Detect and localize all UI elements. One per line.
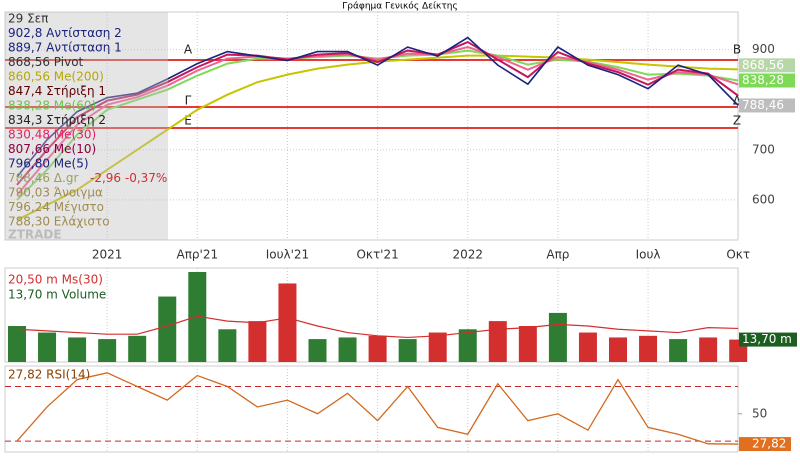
volume-bar (669, 339, 688, 362)
legend-entry: -2,96 -0,37% (90, 171, 167, 185)
legend-entry: 796,24 Μέγιστο (8, 200, 104, 214)
volume-bar (308, 339, 327, 362)
legend-entry: 847,4 Στήριξη 1 (8, 84, 106, 98)
volume-bar (38, 332, 57, 362)
legend-entry: 889,7 Αντίσταση 1 (8, 41, 122, 55)
price-box (739, 98, 795, 113)
price-box-label: 838,28 (742, 73, 784, 87)
volume-bar (639, 335, 658, 362)
volume-bar (8, 326, 26, 362)
y-tick-label: 600 (752, 192, 775, 206)
x-tick-label: Ιουλ'21 (266, 248, 310, 262)
legend-entry: 788,30 Ελάχιστο (8, 215, 110, 229)
legend-entry: 29 Σεπ (8, 12, 48, 26)
legend-entry: 27,82 RSI(14) (8, 368, 90, 382)
volume-bar (699, 337, 718, 362)
series-line (16, 315, 739, 339)
x-tick-label: Οκτ (726, 248, 750, 262)
value-box-label: 13,70 m (742, 332, 792, 346)
series-line (16, 372, 739, 445)
y-tick-label: 700 (752, 142, 775, 156)
value-box (739, 332, 797, 347)
price-box (739, 58, 795, 73)
legend-entry: 807,66 Me(10) (8, 142, 96, 156)
x-tick-label: Οκτ'21 (356, 248, 398, 262)
volume-bar (158, 296, 177, 362)
series-line (16, 36, 739, 178)
volume-bar (188, 272, 207, 362)
x-tick-label: 2021 (92, 248, 123, 262)
legend-entry: 834,3 Στήριξη 2 (8, 113, 106, 127)
annotation: B (733, 43, 741, 57)
series-line (16, 40, 739, 186)
x-tick-label: Απρ'21 (176, 248, 218, 262)
chart-title: Γράφημα Γενικός Δείκτης (342, 1, 458, 12)
legend-entry: 830,48 Me(30) (8, 128, 96, 142)
volume-bar (518, 326, 537, 362)
legend-entry: 902,8 Αντίσταση 2 (8, 26, 122, 40)
watermark: ZTRADE (8, 228, 62, 242)
value-box (739, 437, 791, 452)
legend-entry: 796,80 Me(5) (8, 157, 89, 171)
series-line (16, 46, 739, 196)
volume-bar (248, 321, 267, 362)
legend-box (5, 12, 168, 240)
x-tick-label: Απρ (546, 248, 569, 262)
volume-bar (368, 335, 387, 362)
volume-bar (488, 321, 507, 362)
volume-bar (428, 332, 447, 362)
volume-bar (548, 312, 567, 362)
volume-bar (278, 283, 297, 362)
x-tick-label: 2022 (452, 248, 483, 262)
y-tick-label: 900 (752, 42, 775, 56)
legend-entry: 13,70 m Volume (8, 288, 106, 302)
legend-entry: 20,50 m Ms(30) (8, 273, 103, 287)
volume-bar (98, 339, 117, 362)
volume-bar (398, 339, 417, 362)
volume-bar (338, 337, 357, 362)
volume-bar (458, 329, 477, 362)
price-box-label: 868,56 (742, 58, 784, 72)
x-tick-label: Ιουλ (636, 248, 661, 262)
legend-entry: 860,56 Me(200) (8, 70, 104, 84)
volume-bar (609, 337, 627, 362)
annotation: E (184, 114, 192, 128)
annotation: Δ (733, 94, 742, 108)
volume-bar (218, 329, 237, 362)
legend-entry: 788,46 Δ.gr (8, 171, 78, 185)
legend-entry: 868,56 Pivot (8, 55, 84, 69)
volume-bar (578, 332, 597, 362)
value-box-label: 27,82 (752, 437, 786, 451)
annotation: Γ (185, 94, 192, 108)
volume-bar (68, 337, 87, 362)
legend-entry: 838,28 Me(60) (8, 99, 96, 113)
annotation: Z (733, 114, 741, 128)
annotation: A (184, 43, 193, 57)
price-box-label: 788,46 (742, 98, 784, 112)
volume-bar (128, 335, 147, 362)
legend-entry: 790,03 Άνοιγμα (8, 186, 103, 200)
y-tick-label: 50 (752, 406, 767, 420)
price-box (739, 73, 795, 88)
